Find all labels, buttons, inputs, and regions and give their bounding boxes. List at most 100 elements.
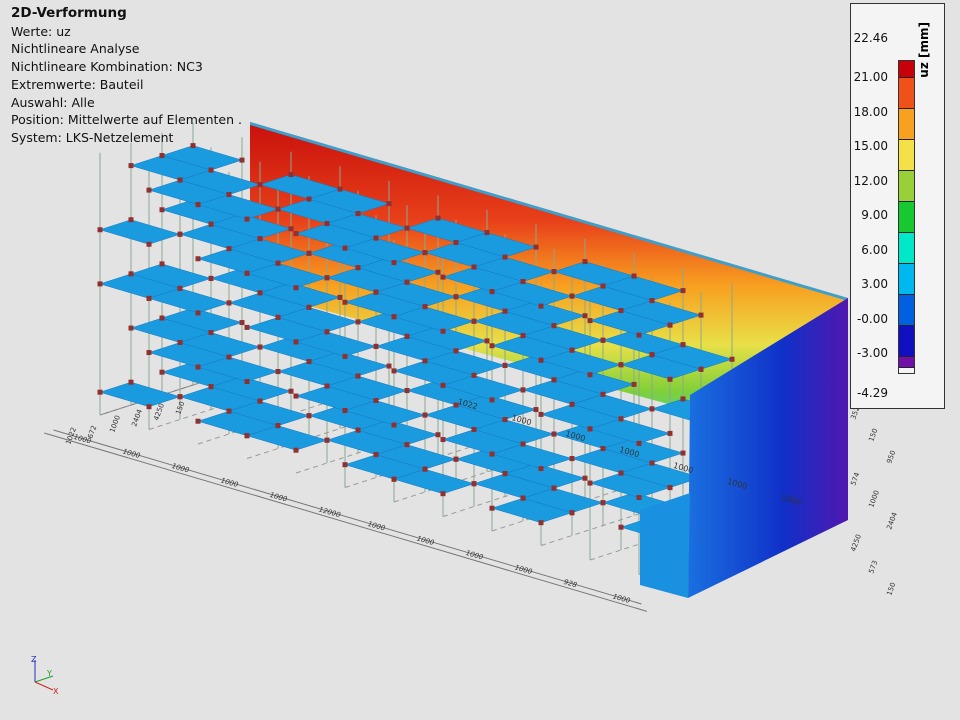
node-support xyxy=(342,245,348,251)
node-support xyxy=(177,177,183,183)
dimension-label: 1000 xyxy=(367,520,387,533)
node-support xyxy=(97,281,103,287)
node-support xyxy=(293,231,299,237)
node-support xyxy=(587,372,593,378)
dimension-label: 150 xyxy=(174,400,186,415)
node-support xyxy=(355,319,361,325)
node-support xyxy=(391,368,397,374)
info-system: System: LKS-Netzelement xyxy=(11,129,174,145)
node-support xyxy=(698,312,704,318)
node-support xyxy=(226,300,232,306)
node-support xyxy=(306,250,312,256)
info-selection: Auswahl: Alle xyxy=(11,94,95,110)
node-support xyxy=(538,357,544,363)
node-support xyxy=(618,362,624,368)
node-support xyxy=(440,382,446,388)
node-support xyxy=(275,369,281,375)
legend-swatch xyxy=(899,78,914,109)
node-support xyxy=(422,358,428,364)
node-support xyxy=(195,364,201,370)
node-support xyxy=(435,432,441,438)
node-support xyxy=(226,246,232,252)
node-support xyxy=(355,211,361,217)
node-support xyxy=(471,427,477,433)
node-support xyxy=(226,354,232,360)
node-support xyxy=(551,431,557,437)
node-support xyxy=(275,260,281,266)
legend-value: -3.00 xyxy=(856,346,888,360)
node-support xyxy=(440,274,446,280)
node-support xyxy=(435,215,441,221)
slab-element[interactable] xyxy=(99,219,181,245)
node-support xyxy=(146,187,152,193)
node-support xyxy=(538,411,544,417)
back-wall-top-edge xyxy=(250,122,848,301)
side-wall-lower-block[interactable] xyxy=(640,493,690,598)
node-support xyxy=(631,273,637,279)
node-support xyxy=(453,348,459,354)
node-support xyxy=(146,404,152,410)
dimension-label: 1000 xyxy=(122,447,142,460)
node-support xyxy=(195,310,201,316)
node-support xyxy=(551,377,557,383)
node-support xyxy=(128,163,134,169)
node-support xyxy=(208,384,214,390)
node-support xyxy=(404,279,410,285)
legend-swatch xyxy=(899,264,914,295)
node-support xyxy=(288,172,294,178)
node-support xyxy=(618,416,624,422)
legend-max: 22.46 xyxy=(853,31,888,45)
node-support xyxy=(538,520,544,526)
node-support xyxy=(502,308,508,314)
node-support xyxy=(631,381,637,387)
node-support xyxy=(636,332,642,338)
node-support xyxy=(600,391,606,397)
node-support xyxy=(551,485,557,491)
node-support xyxy=(404,333,410,339)
slab-element[interactable] xyxy=(99,381,181,407)
node-support xyxy=(128,379,134,385)
node-support xyxy=(618,524,624,530)
node-support xyxy=(373,398,379,404)
node-support xyxy=(177,394,183,400)
node-support xyxy=(244,216,250,222)
floor-slabs[interactable] xyxy=(97,143,735,545)
node-support xyxy=(159,207,165,213)
node-support xyxy=(533,244,539,250)
node-support xyxy=(208,221,214,227)
node-support xyxy=(337,294,343,300)
dimension-label: 1000 xyxy=(220,476,240,489)
node-support xyxy=(587,426,593,432)
node-support xyxy=(636,495,642,501)
dimension-label: 150 xyxy=(885,581,897,596)
node-support xyxy=(177,285,183,291)
dimension-line xyxy=(44,432,648,612)
node-support xyxy=(159,315,165,321)
node-support xyxy=(600,337,606,343)
node-support xyxy=(195,256,201,262)
info-position: Position: Mittelwerte auf Elementen . xyxy=(11,112,242,128)
node-support xyxy=(404,388,410,394)
node-support xyxy=(275,314,281,320)
node-support xyxy=(471,264,477,270)
node-support xyxy=(293,285,299,291)
node-support xyxy=(208,167,214,173)
node-support xyxy=(502,362,508,368)
node-support xyxy=(128,271,134,277)
node-support xyxy=(373,235,379,241)
side-wall[interactable] xyxy=(688,298,848,598)
node-support xyxy=(489,397,495,403)
node-support xyxy=(159,369,165,375)
node-support xyxy=(551,269,557,275)
node-support xyxy=(324,383,330,389)
dimension-label: 2404 xyxy=(885,511,899,531)
node-support xyxy=(159,261,165,267)
legend-value: 15.00 xyxy=(853,139,888,153)
node-support xyxy=(533,407,539,413)
node-support xyxy=(453,294,459,300)
node-support xyxy=(391,260,397,266)
dimension-label: 950 xyxy=(885,449,897,464)
dimension-label: 1000 xyxy=(171,462,191,475)
node-support xyxy=(324,275,330,281)
